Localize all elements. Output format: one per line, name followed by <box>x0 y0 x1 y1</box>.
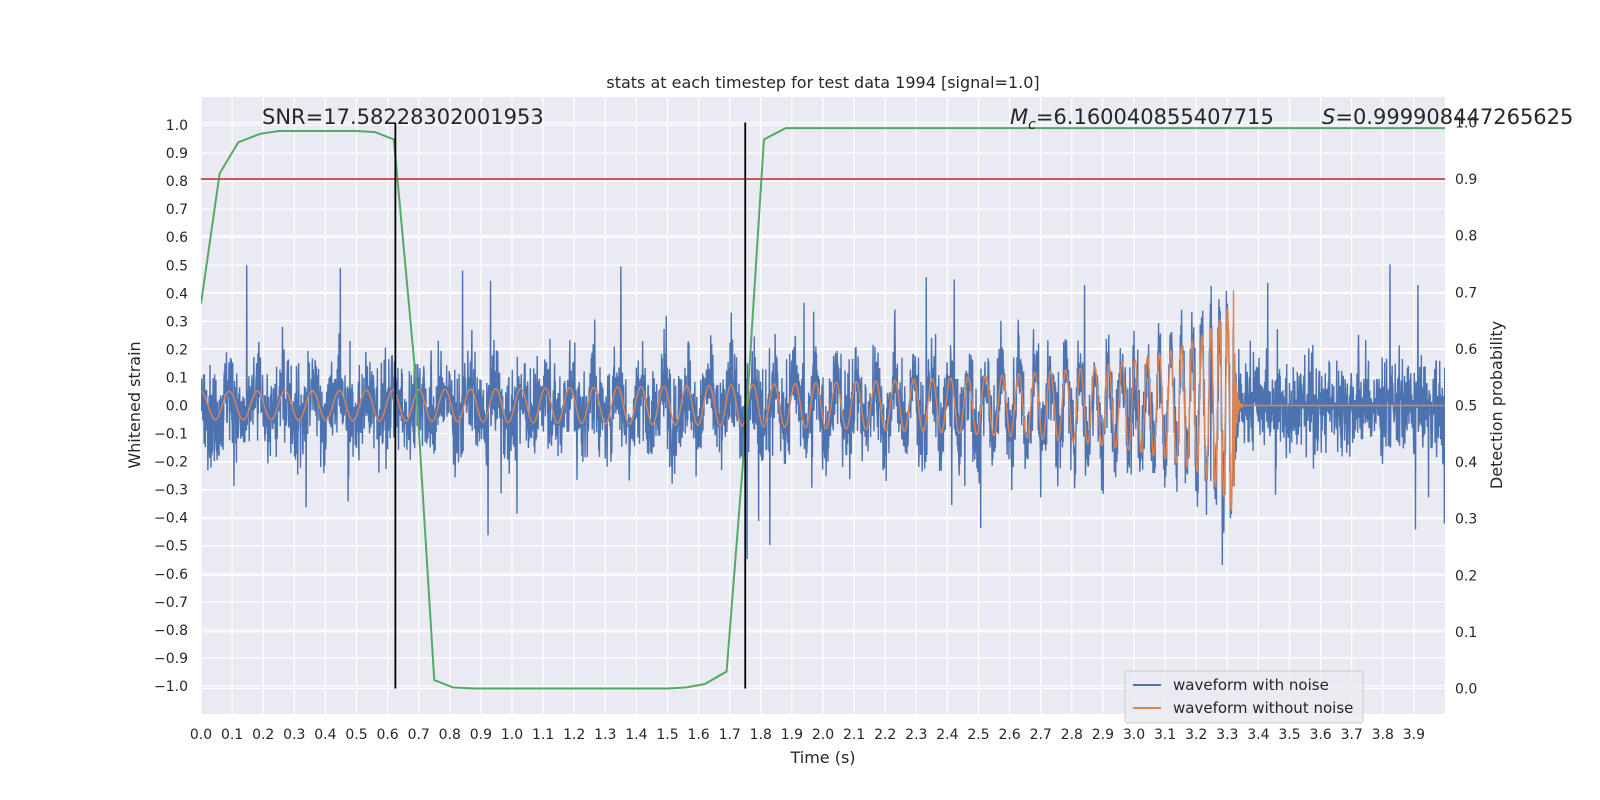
y-right-tick-label: 0.2 <box>1455 568 1477 584</box>
snr-annotation: SNR=17.58228302001953 <box>262 105 544 129</box>
y-tick-label: −1.0 <box>154 679 188 695</box>
x-tick-label: 2.8 <box>1061 727 1083 743</box>
y-right-tick-label: 0.3 <box>1455 512 1477 528</box>
s-value: =0.999908447265625 <box>1335 105 1573 129</box>
y-axis-label: Whitened strain <box>125 341 144 468</box>
x-tick-label: 3.6 <box>1309 727 1331 743</box>
y-right-tick-label: 0.9 <box>1455 172 1477 188</box>
series-detection-probability <box>201 127 1445 690</box>
chart-title: stats at each timestep for test data 199… <box>606 73 1039 92</box>
series-waveform-without-noise <box>201 290 1445 512</box>
s-annotation: S=0.999908447265625 <box>1322 105 1573 129</box>
x-tick-label: 0.1 <box>221 727 243 743</box>
x-tick-label: 2.0 <box>812 727 834 743</box>
y-tick-label: −0.8 <box>154 623 188 639</box>
x-tick-label: 3.8 <box>1372 727 1394 743</box>
s-symbol: S <box>1322 105 1335 129</box>
y-tick-label: −0.5 <box>154 539 188 555</box>
y-tick-label: −0.9 <box>154 651 188 667</box>
y-tick-label: −0.2 <box>154 455 188 471</box>
x-tick-label: 1.8 <box>750 727 772 743</box>
chirp-mass-value: =6.160040855407715 <box>1036 105 1274 129</box>
y-tick-label: 0.9 <box>166 146 188 162</box>
legend-label-without-noise: waveform without noise <box>1173 699 1353 717</box>
y-tick-label: 1.0 <box>166 118 188 134</box>
y-tick-label: −0.6 <box>154 567 188 583</box>
x-tick-label: 2.6 <box>998 727 1020 743</box>
legend-box <box>1124 670 1364 724</box>
y-tick-label: 0.2 <box>166 342 188 358</box>
markers <box>201 122 1445 689</box>
x-tick-label: 1.6 <box>687 727 709 743</box>
x-tick-label: 2.3 <box>905 727 927 743</box>
x-tick-label: 0.7 <box>408 727 430 743</box>
y-right-tick-label: 0.8 <box>1455 229 1477 245</box>
y-right-tick-label: 1.0 <box>1455 115 1477 131</box>
y-tick-label: 0.3 <box>166 314 188 330</box>
y-tick-label: 0.8 <box>166 174 188 190</box>
x-axis-label: Time (s) <box>789 748 855 767</box>
x-tick-label: 3.3 <box>1216 727 1238 743</box>
x-tick-label: 3.4 <box>1247 727 1269 743</box>
y-tick-label: −0.3 <box>154 483 188 499</box>
x-tick-label: 0.0 <box>190 727 212 743</box>
chirp-mass-subscript: c <box>1028 117 1036 133</box>
x-tick-label: 2.9 <box>1092 727 1114 743</box>
x-tick-label: 1.4 <box>625 727 647 743</box>
legend: waveform with noise waveform without noi… <box>1124 670 1364 724</box>
x-tick-label: 2.1 <box>843 727 865 743</box>
x-tick-label: 2.4 <box>936 727 958 743</box>
y-tick-label: −0.1 <box>154 427 188 443</box>
detection-probability-line <box>201 127 1445 690</box>
x-tick-label: 0.2 <box>252 727 274 743</box>
y-right-tick-label: 0.7 <box>1455 285 1477 301</box>
y-tick-label: 0.1 <box>166 370 188 386</box>
x-tick-label: 0.3 <box>283 727 305 743</box>
y-right-tick-label: 0.4 <box>1455 455 1477 471</box>
x-tick-label: 2.5 <box>967 727 989 743</box>
x-tick-label: 3.9 <box>1403 727 1425 743</box>
y-tick-label: 0.4 <box>166 286 188 302</box>
x-tick-label: 0.4 <box>314 727 336 743</box>
legend-label-with-noise: waveform with noise <box>1173 676 1329 694</box>
y-tick-label: 0.5 <box>166 258 188 274</box>
y-right-tick-label: 0.6 <box>1455 342 1477 358</box>
x-tick-label: 1.7 <box>719 727 741 743</box>
x-tick-label: 0.8 <box>439 727 461 743</box>
y-tick-label: 0.6 <box>166 230 188 246</box>
axis-ticks: 0.0 0.1 0.2 0.3 0.4 0.5 0.6 0.7 0.8 0.9 1.0 1.1 1.2 1… <box>154 115 1477 743</box>
y-right-tick-label: 0.0 <box>1455 682 1477 698</box>
x-tick-label: 2.2 <box>874 727 896 743</box>
x-tick-label: 2.7 <box>1030 727 1052 743</box>
x-tick-label: 0.9 <box>470 727 492 743</box>
x-tick-label: 3.0 <box>1123 727 1145 743</box>
x-tick-label: 0.6 <box>376 727 398 743</box>
x-tick-label: 0.5 <box>345 727 367 743</box>
x-tick-label: 3.2 <box>1185 727 1207 743</box>
clean-waveform-line <box>201 290 1445 512</box>
x-tick-label: 3.5 <box>1278 727 1300 743</box>
x-tick-label: 1.3 <box>594 727 616 743</box>
x-tick-label: 3.1 <box>1154 727 1176 743</box>
x-tick-label: 3.7 <box>1341 727 1363 743</box>
x-tick-label: 1.2 <box>563 727 585 743</box>
chirp-mass-symbol: M <box>1010 105 1028 129</box>
y-axis-right-label: Detection probability <box>1487 321 1506 489</box>
x-tick-label: 1.0 <box>501 727 523 743</box>
y-tick-label: −0.7 <box>154 595 188 611</box>
chirp-mass-annotation: Mc=6.160040855407715 <box>1010 105 1274 133</box>
y-tick-label: 0.7 <box>166 202 188 218</box>
x-tick-label: 1.1 <box>532 727 554 743</box>
y-right-tick-label: 0.5 <box>1455 399 1477 415</box>
x-tick-label: 1.5 <box>656 727 678 743</box>
x-tick-label: 1.9 <box>781 727 803 743</box>
y-tick-label: −0.4 <box>154 511 188 527</box>
y-tick-label: 0.0 <box>166 399 188 415</box>
y-right-tick-label: 0.1 <box>1455 625 1477 641</box>
